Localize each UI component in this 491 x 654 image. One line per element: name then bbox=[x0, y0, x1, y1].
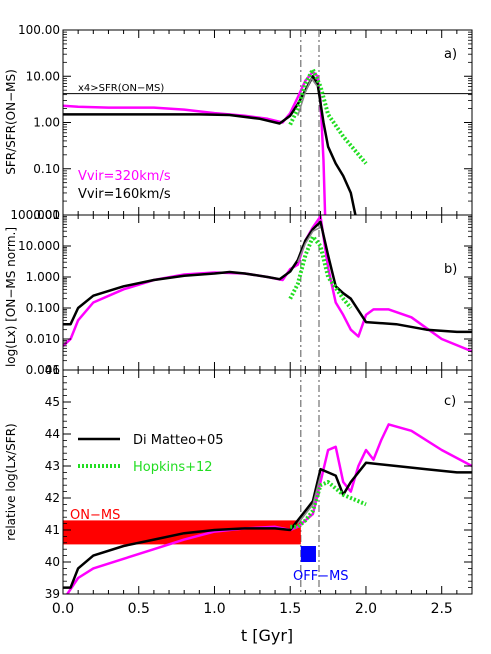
x-tick-label: 2.0 bbox=[355, 601, 377, 617]
series-line-3 bbox=[297, 226, 321, 263]
legend: Di Matteo+05 Hopkins+12 bbox=[78, 433, 224, 475]
panel-c-label: c) bbox=[444, 394, 456, 409]
off-ms-label: OFF−MS bbox=[293, 569, 349, 584]
y-tick-label: 1.000 bbox=[26, 270, 60, 284]
y-tick-label: 0.10 bbox=[33, 162, 60, 176]
vvir320-label: Vvir=320km/s bbox=[78, 169, 171, 184]
y-tick-label: 0.01 bbox=[33, 208, 60, 222]
y-tick-label: 0.010 bbox=[26, 332, 60, 346]
series-line-0 bbox=[63, 215, 472, 353]
panel-b-label: b) bbox=[444, 262, 457, 277]
y-tick-label: 44 bbox=[45, 427, 60, 441]
panel-c-frame bbox=[62, 369, 473, 595]
y-tick-label: 46 bbox=[45, 363, 60, 377]
series-line-3 bbox=[297, 77, 319, 116]
threshold-label: x4>SFR(ON−MS) bbox=[78, 83, 164, 94]
y-tick-label: 0.001 bbox=[26, 363, 60, 377]
legend-label-hopkins: Hopkins+12 bbox=[133, 460, 213, 475]
panel-a-label: a) bbox=[444, 47, 457, 62]
x-tick-label: 0.5 bbox=[128, 601, 150, 617]
y-tick-label: 41 bbox=[45, 523, 60, 537]
y-tick-label: 10.000 bbox=[18, 239, 60, 253]
on-ms-label: ON−MS bbox=[70, 508, 120, 523]
y-tick-label: 100.000 bbox=[10, 208, 60, 222]
off-ms-region bbox=[300, 546, 316, 562]
series-line-2 bbox=[288, 67, 368, 165]
y-tick-label: 39 bbox=[45, 587, 60, 601]
x-tick-label: 1.5 bbox=[279, 601, 301, 617]
series-line-1 bbox=[63, 461, 472, 589]
y-tick-label: 0.100 bbox=[26, 301, 60, 315]
x-tick-label: 1.0 bbox=[203, 601, 225, 617]
series-line-3 bbox=[297, 475, 322, 525]
legend-label-dimatteo: Di Matteo+05 bbox=[133, 433, 224, 448]
series-line-2 bbox=[290, 480, 367, 529]
panel-a-ylabel: SFR/SFR(ON−MS) bbox=[4, 69, 18, 175]
panel-b-frame bbox=[62, 214, 473, 371]
y-tick-label: 45 bbox=[45, 395, 60, 409]
panel-a: 0.01 0.10 1.00 10.00 100.00 a) x4>SFR(ON−MS)… bbox=[4, 23, 473, 222]
y-tick-label: 100.00 bbox=[18, 23, 60, 37]
panel-b: 0.001 0.010 0.100 1.000 10.000 100.000 b) log… bbox=[4, 208, 473, 377]
x-tick-label: 0.0 bbox=[52, 601, 74, 617]
series-line-2 bbox=[288, 234, 353, 310]
series-line-0 bbox=[65, 423, 472, 594]
panel-c-ylabel: relative log(Lx/SFR) bbox=[4, 423, 18, 540]
y-tick-label: 10.00 bbox=[26, 69, 60, 83]
y-tick-label: 43 bbox=[45, 459, 60, 473]
y-tick-label: 42 bbox=[45, 491, 60, 505]
vvir160-label: Vvir=160km/s bbox=[78, 187, 171, 202]
x-axis-label: t [Gyr] bbox=[241, 626, 293, 645]
y-tick-label: 1.00 bbox=[33, 116, 60, 130]
panel-c: 39 40 41 42 43 44 45 46 0.0 0.5 1.0 1.5 2.0 2.5 c) r… bbox=[4, 363, 473, 645]
x-tick-label: 2.5 bbox=[431, 601, 453, 617]
panel-b-ylabel: log(Lx) [ON−MS norm.] bbox=[4, 227, 18, 367]
series-line-1 bbox=[63, 220, 472, 334]
y-tick-label: 40 bbox=[45, 555, 60, 569]
